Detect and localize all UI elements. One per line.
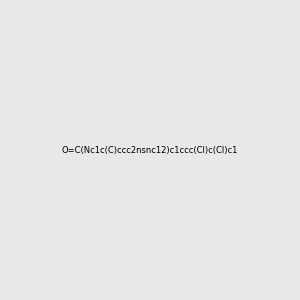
Text: O=C(Nc1c(C)ccc2nsnc12)c1ccc(Cl)c(Cl)c1: O=C(Nc1c(C)ccc2nsnc12)c1ccc(Cl)c(Cl)c1 [62,146,238,154]
